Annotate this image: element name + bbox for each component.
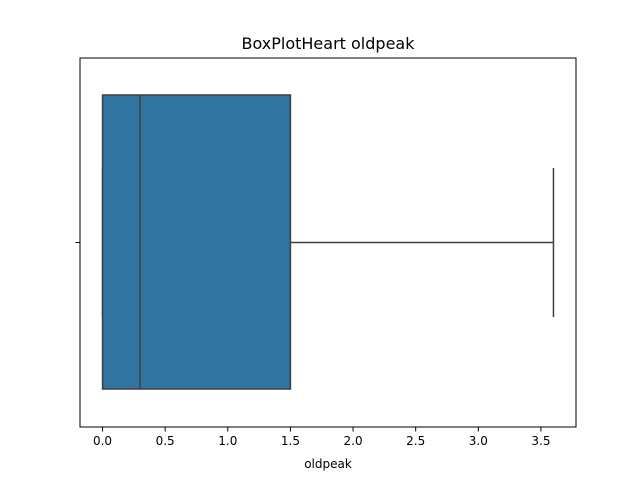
x-tick-label: 2.5 xyxy=(406,434,425,448)
x-axis-label: oldpeak xyxy=(304,457,352,471)
x-tick-label: 1.0 xyxy=(218,434,237,448)
x-tick-label: 0.0 xyxy=(93,434,112,448)
x-tick-label: 3.0 xyxy=(469,434,488,448)
chart-title: BoxPlotHeart oldpeak xyxy=(242,34,416,53)
iqr-box xyxy=(101,94,292,390)
x-axis-ticks: 0.0 0.5 1.0 1.5 2.0 2.5 3.0 3.5 xyxy=(93,427,550,448)
x-tick-label: 1.5 xyxy=(281,434,300,448)
x-tick-label: 0.5 xyxy=(156,434,175,448)
x-tick-label: 3.5 xyxy=(531,434,550,448)
x-tick-label: 2.0 xyxy=(344,434,363,448)
